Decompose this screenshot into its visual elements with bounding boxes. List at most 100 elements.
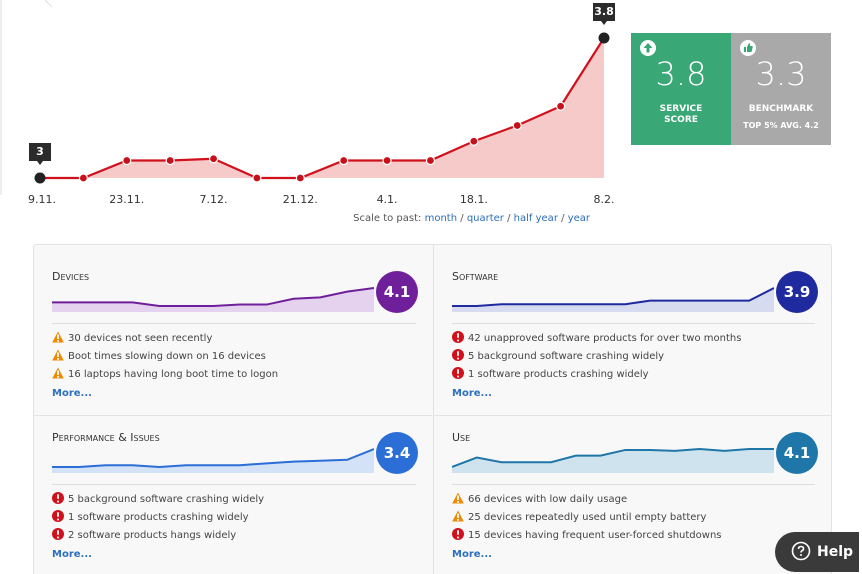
mark xyxy=(57,334,59,339)
sparkline-line xyxy=(452,447,774,468)
separator: / xyxy=(460,213,464,224)
panel-score: 3.4 xyxy=(376,432,418,474)
issue-text: 1 software products crashing widely xyxy=(468,369,649,380)
issue-text: 5 background software crashing widely xyxy=(68,494,265,505)
mark xyxy=(457,513,459,518)
panel-title: Software xyxy=(452,270,499,283)
x-tick-label: 4.1. xyxy=(377,193,398,206)
panel-score: 3.9 xyxy=(776,271,818,313)
trend-point xyxy=(122,155,132,166)
sparkline-line xyxy=(52,287,374,307)
score-label: BENCHMARK xyxy=(748,104,814,114)
mark xyxy=(457,519,459,521)
mark xyxy=(457,369,459,374)
issue: 30 devices not seen recently xyxy=(52,331,212,344)
score-note: TOP 5% AVG. 4.2 xyxy=(743,121,819,130)
issue-text: 30 devices not seen recently xyxy=(68,333,213,344)
trend-point xyxy=(556,101,566,111)
mark xyxy=(57,536,59,539)
mark xyxy=(57,358,59,360)
issue-text: 5 background software crashing widely xyxy=(468,351,665,362)
x-tick-label: 8.2. xyxy=(594,193,615,206)
separator xyxy=(452,323,815,324)
issue: 1 software products crashing widely xyxy=(52,510,249,523)
help-button[interactable]: Help xyxy=(775,532,859,572)
more-link[interactable]: More... xyxy=(52,388,92,399)
mark xyxy=(457,375,459,378)
issue: 42 unapproved software products for over… xyxy=(452,331,741,344)
scale-option[interactable]: half year xyxy=(513,213,558,224)
issue: 15 devices having frequent user-forced s… xyxy=(452,528,722,541)
x-tick-label: 18.1. xyxy=(460,193,488,206)
more-link[interactable]: More... xyxy=(452,388,492,399)
mark xyxy=(457,333,459,338)
value-label: 3 xyxy=(36,145,44,158)
warning-icon xyxy=(452,510,464,522)
sparkline-line xyxy=(452,287,774,307)
trend-chart: 3 9.11. 23.11. 7.12. 21.12. 4.1. 18.1. 3.8 8.2. xyxy=(0,0,615,206)
service-score-card: 3.8 SERVICE SCORE xyxy=(631,33,731,145)
separator xyxy=(452,484,815,485)
thumb-icon xyxy=(740,40,756,56)
trend-area xyxy=(40,38,604,178)
value-label-box xyxy=(593,3,615,25)
separator xyxy=(52,323,416,324)
mark xyxy=(457,495,459,500)
trend-point xyxy=(598,32,610,44)
warning-icon xyxy=(52,367,64,379)
error-icon xyxy=(452,331,464,343)
issue-text: 25 devices repeatedly used until empty b… xyxy=(468,512,707,523)
scale-option[interactable]: year xyxy=(567,213,590,224)
trend-point xyxy=(382,155,392,166)
scale-option[interactable]: quarter xyxy=(466,213,504,224)
more-link[interactable]: More... xyxy=(452,549,492,560)
separator: / xyxy=(507,213,511,224)
panel-title: Use xyxy=(452,431,471,444)
value-label-box xyxy=(29,143,51,165)
mark xyxy=(57,370,59,375)
mark xyxy=(57,340,59,342)
help-icon xyxy=(791,541,811,561)
trend-point xyxy=(425,155,436,166)
trend-point xyxy=(252,173,262,183)
help-label: Help xyxy=(817,544,854,560)
sparkline-line xyxy=(52,448,374,469)
panel-score: 4.1 xyxy=(376,271,418,313)
mark xyxy=(457,536,459,539)
scale-option[interactable]: month xyxy=(424,213,458,224)
sparkline xyxy=(452,287,774,312)
trend-point xyxy=(295,173,305,183)
panel: Use 4.1 66 devices with low daily usage 25 … xyxy=(433,415,831,574)
more-link[interactable]: More... xyxy=(52,549,92,560)
mark xyxy=(57,512,59,517)
panel: Software 3.9 42 unapproved software produc… xyxy=(433,245,831,415)
warning-icon xyxy=(452,492,464,504)
x-tick-label: 7.12. xyxy=(200,193,228,206)
warning-icon xyxy=(52,349,64,361)
issue: 1 software products crashing widely xyxy=(452,367,649,380)
sparkline-area xyxy=(52,288,374,312)
sparkline xyxy=(452,447,774,473)
scale-label: Scale to past: xyxy=(353,213,422,224)
issue: Boot times slowing down on 16 devices xyxy=(52,349,266,362)
mark xyxy=(457,501,459,503)
issue: 16 laptops having long boot time to logo… xyxy=(52,367,278,380)
trend-point xyxy=(34,172,46,184)
mark xyxy=(57,352,59,357)
mark xyxy=(457,351,459,356)
up-icon xyxy=(640,40,656,56)
mark xyxy=(457,357,459,360)
error-icon xyxy=(52,528,64,540)
mark xyxy=(457,339,459,342)
issue-text: 16 laptops having long boot time to logo… xyxy=(68,369,279,380)
trend-point xyxy=(512,120,522,131)
separator xyxy=(52,484,416,485)
score-label: SERVICE SCORE xyxy=(659,104,703,125)
sparkline xyxy=(52,287,374,312)
panel-score: 4.1 xyxy=(776,432,818,474)
issue-text: 1 software products crashing widely xyxy=(68,512,249,523)
score-value: 3.8 xyxy=(655,55,707,93)
score-value: 3.3 xyxy=(755,55,807,93)
category-panels: Devices 4.1 30 devices not seen recently Bo… xyxy=(33,244,832,574)
